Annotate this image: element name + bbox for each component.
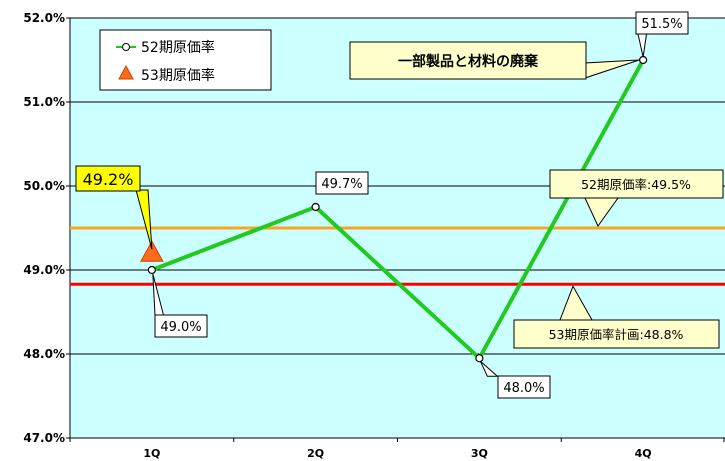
- series: [140, 55, 648, 363]
- y-tick-label: 47.0%: [23, 431, 65, 445]
- y-axis: 47.0% 48.0% 49.0% 50.0% 51.0% 52.0%: [23, 11, 71, 445]
- legend-triangle-marker: [118, 64, 134, 80]
- data-label: 49.7%: [321, 177, 362, 192]
- highlight-label: 49.2%: [83, 170, 134, 189]
- data-label-box: [497, 375, 551, 399]
- x-axis: 1Q 2Q 3Q 4Q: [69, 437, 725, 460]
- legend-label: 53期原価率: [141, 67, 215, 84]
- reference-label-box: [513, 319, 720, 349]
- annotation-text: 一部製品と材料の廃棄: [398, 53, 539, 70]
- reference-label: 52期原価率:49.5%: [581, 177, 691, 192]
- x-tick-label: 3Q: [471, 447, 488, 460]
- data-label-box: [315, 171, 369, 195]
- y-tick-label: 48.0%: [23, 347, 65, 361]
- legend-circle-marker: [122, 43, 130, 51]
- y-tick-label: 52.0%: [23, 11, 65, 25]
- data-point: [311, 202, 320, 212]
- annotations: 一部製品と材料の廃棄: [349, 41, 640, 80]
- data-labels: 49.0% 49.7% 48.0% 51.5% 49.2% 52期原価率:49.5% 53期…: [75, 11, 724, 399]
- data-label: 49.0%: [160, 320, 201, 335]
- x-tick-label: 2Q: [307, 447, 324, 460]
- legend-label: 52期原価率: [141, 39, 215, 56]
- data-label: 51.5%: [641, 17, 682, 32]
- y-tick-label: 50.0%: [23, 179, 65, 193]
- data-point: [147, 265, 156, 275]
- data-point-triangle: [140, 240, 164, 262]
- data-label-box: [154, 314, 208, 338]
- legend: 52期原価率 53期原価率: [99, 29, 272, 91]
- data-label: 48.0%: [503, 381, 544, 396]
- highlight-label-box: [75, 165, 141, 192]
- data-point: [639, 55, 648, 65]
- y-tick-label: 49.0%: [23, 263, 65, 277]
- annotation-box: [349, 41, 587, 80]
- data-point: [475, 354, 484, 363]
- series-line: [151, 59, 645, 361]
- data-label-box: [635, 11, 689, 35]
- reference-label: 53期原価率計画:48.8%: [549, 327, 684, 342]
- callout-pointer: [479, 360, 499, 377]
- legend-box: [99, 29, 272, 91]
- reference-label-box: [549, 169, 724, 199]
- x-tick-label: 4Q: [635, 447, 652, 460]
- callout-pointer: [135, 189, 153, 250]
- y-tick-label: 51.0%: [23, 95, 65, 109]
- x-tick-label: 1Q: [143, 447, 160, 460]
